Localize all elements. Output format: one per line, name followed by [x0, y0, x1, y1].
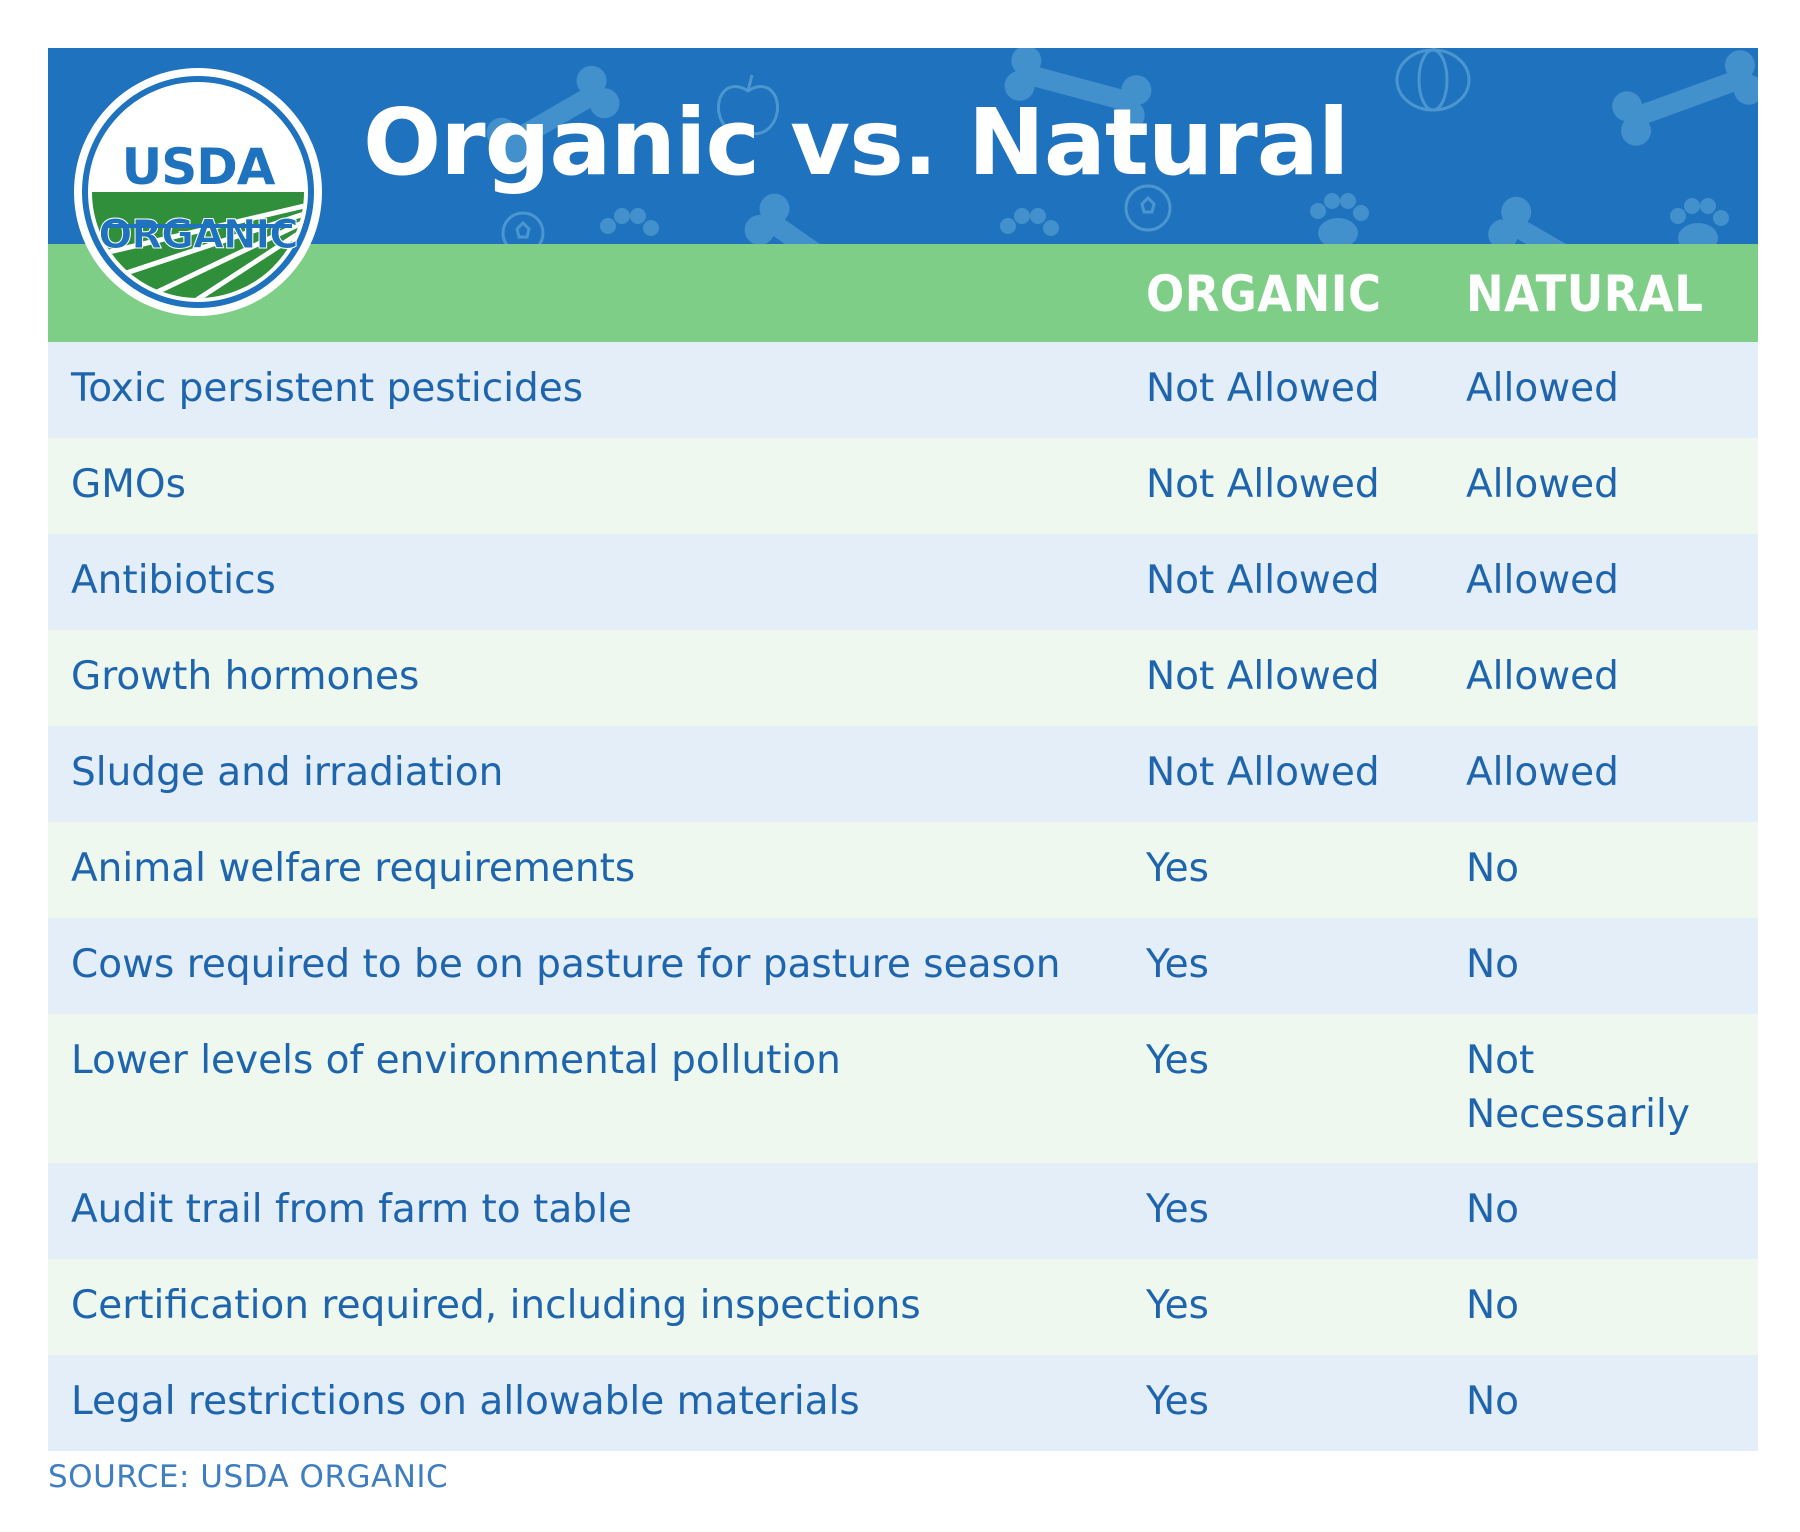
natural-cell: No [1466, 846, 1520, 891]
comparison-table: Toxic persistent pesticides Not Allowed … [48, 342, 1758, 1451]
table-row: Animal welfare requirements Yes No [48, 822, 1758, 918]
natural-cell: Allowed [1466, 462, 1619, 507]
natural-cell: Allowed [1466, 750, 1619, 795]
natural-cell: Allowed [1466, 654, 1619, 699]
table-row: Certification required, including inspec… [48, 1259, 1758, 1355]
pumpkin-icon [1395, 48, 1471, 112]
natural-cell: Not Necessarily [1466, 1038, 1690, 1137]
column-header-organic: ORGANIC [1146, 265, 1382, 323]
paw-icon [1310, 193, 1369, 244]
natural-cell: No [1466, 1283, 1520, 1328]
svg-text:USDA: USDA [122, 138, 276, 196]
organic-cell: Not Allowed [1146, 462, 1380, 507]
table-row: Toxic persistent pesticides Not Allowed … [48, 342, 1758, 438]
feature-cell: Legal restrictions on allowable material… [71, 1379, 860, 1424]
column-header-natural: NATURAL [1466, 265, 1704, 323]
organic-cell: Yes [1146, 1379, 1209, 1424]
feature-cell: Audit trail from farm to table [71, 1187, 632, 1232]
organic-cell: Not Allowed [1146, 750, 1380, 795]
natural-cell: No [1466, 1187, 1520, 1232]
blueberry-icon [501, 211, 545, 244]
table-row: Antibiotics Not Allowed Allowed [48, 534, 1758, 630]
comparison-card: Organic vs. Natural ORGANIC NATURAL Toxi… [48, 48, 1758, 1451]
column-header-bar: ORGANIC NATURAL [48, 244, 1758, 342]
source-caption: SOURCE: USDA ORGANIC [48, 1459, 449, 1495]
table-row: Audit trail from farm to table Yes No [48, 1163, 1758, 1259]
organic-cell: Not Allowed [1146, 654, 1380, 699]
bone-icon [1488, 196, 1596, 244]
feature-cell: Animal welfare requirements [71, 846, 636, 891]
banner-pattern [486, 48, 1758, 244]
feature-cell: Toxic persistent pesticides [71, 366, 584, 411]
organic-cell: Yes [1146, 1187, 1209, 1232]
title-banner: Organic vs. Natural [48, 48, 1758, 244]
organic-cell: Yes [1146, 1038, 1209, 1083]
table-row: Growth hormones Not Allowed Allowed [48, 630, 1758, 726]
feature-cell: Cows required to be on pasture for pastu… [71, 942, 1061, 987]
page-title: Organic vs. Natural [363, 89, 1349, 196]
natural-cell: No [1466, 1379, 1520, 1424]
table-row: Legal restrictions on allowable material… [48, 1355, 1758, 1451]
bone-icon [1004, 48, 1152, 131]
bone-icon [486, 65, 620, 171]
apple-icon [717, 74, 779, 136]
natural-cell: No [1466, 942, 1520, 987]
table-row: Lower levels of environmental pollution … [48, 1014, 1758, 1163]
organic-cell: Not Allowed [1146, 558, 1380, 603]
natural-cell: Allowed [1466, 366, 1619, 411]
organic-cell: Yes [1146, 942, 1209, 987]
organic-cell: Not Allowed [1146, 366, 1380, 411]
organic-cell: Yes [1146, 1283, 1209, 1328]
paw-icon [600, 208, 659, 236]
svg-text:ORGANIC: ORGANIC [98, 212, 297, 258]
bone-icon [1612, 50, 1758, 146]
natural-cell: Allowed [1466, 558, 1619, 603]
bone-icon [744, 193, 850, 244]
table-row: GMOs Not Allowed Allowed [48, 438, 1758, 534]
paw-icon [1000, 208, 1059, 236]
feature-cell: Sludge and irradiation [71, 750, 504, 795]
table-row: Sludge and irradiation Not Allowed Allow… [48, 726, 1758, 822]
usda-organic-seal-logo: USDA ORGANIC [74, 68, 322, 316]
table-row: Cows required to be on pasture for pastu… [48, 918, 1758, 1014]
paw-icon [1670, 198, 1729, 244]
feature-cell: Certification required, including inspec… [71, 1283, 921, 1328]
feature-cell: Lower levels of environmental pollution [71, 1038, 841, 1083]
organic-cell: Yes [1146, 846, 1209, 891]
feature-cell: GMOs [71, 462, 186, 507]
blueberry-icon [1124, 184, 1172, 232]
feature-cell: Growth hormones [71, 654, 420, 699]
feature-cell: Antibiotics [71, 558, 276, 603]
